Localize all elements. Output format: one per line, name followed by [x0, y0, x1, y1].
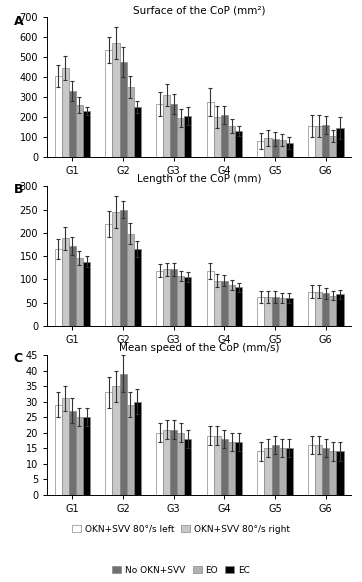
Bar: [105, 392, 113, 495]
Bar: [113, 44, 119, 157]
Bar: [105, 225, 113, 326]
Title: Mean speed of the CoP (mm/s): Mean speed of the CoP (mm/s): [119, 343, 279, 353]
Bar: [184, 116, 191, 157]
Bar: [127, 87, 134, 157]
Bar: [336, 451, 344, 495]
Bar: [286, 448, 293, 495]
Bar: [257, 451, 265, 495]
Bar: [170, 430, 177, 495]
Bar: [279, 140, 286, 157]
Bar: [308, 126, 315, 157]
Bar: [286, 143, 293, 157]
Bar: [265, 448, 272, 495]
Bar: [177, 118, 184, 157]
Bar: [286, 298, 293, 326]
Bar: [235, 288, 242, 326]
Bar: [163, 430, 170, 495]
Bar: [127, 404, 134, 495]
Bar: [83, 111, 90, 157]
Bar: [163, 95, 170, 157]
Bar: [329, 136, 336, 157]
Bar: [55, 404, 62, 495]
Bar: [127, 234, 134, 326]
Text: A: A: [14, 15, 23, 28]
Text: B: B: [14, 183, 23, 197]
Bar: [76, 258, 83, 326]
Bar: [214, 436, 221, 495]
Bar: [55, 249, 62, 326]
Bar: [257, 297, 265, 326]
Bar: [134, 249, 141, 326]
Bar: [184, 439, 191, 495]
Bar: [322, 293, 329, 326]
Bar: [163, 269, 170, 326]
Bar: [113, 212, 119, 326]
Bar: [134, 402, 141, 495]
Bar: [272, 297, 279, 326]
Bar: [184, 277, 191, 326]
Bar: [235, 442, 242, 495]
Bar: [62, 68, 69, 157]
Bar: [207, 436, 214, 495]
Bar: [329, 296, 336, 326]
Bar: [62, 239, 69, 326]
Bar: [119, 374, 127, 495]
Bar: [214, 281, 221, 326]
Bar: [265, 297, 272, 326]
Bar: [221, 115, 228, 157]
Bar: [69, 91, 76, 157]
Bar: [113, 386, 119, 495]
Bar: [228, 285, 235, 326]
Bar: [336, 294, 344, 326]
Bar: [315, 292, 322, 326]
Bar: [315, 126, 322, 157]
Bar: [62, 399, 69, 495]
Title: Surface of the CoP (mm²): Surface of the CoP (mm²): [133, 5, 265, 15]
Bar: [119, 210, 127, 326]
Bar: [272, 445, 279, 495]
Bar: [279, 298, 286, 326]
Bar: [329, 451, 336, 495]
Title: Length of the CoP (mm): Length of the CoP (mm): [137, 174, 261, 184]
Bar: [308, 292, 315, 326]
Bar: [76, 417, 83, 495]
Bar: [336, 128, 344, 157]
Bar: [272, 139, 279, 157]
Bar: [170, 104, 177, 157]
Bar: [83, 262, 90, 326]
Bar: [69, 246, 76, 326]
Bar: [69, 411, 76, 495]
Bar: [228, 442, 235, 495]
Bar: [228, 126, 235, 157]
Bar: [55, 76, 62, 157]
Bar: [170, 269, 177, 326]
Bar: [207, 102, 214, 157]
Bar: [279, 448, 286, 495]
Bar: [207, 271, 214, 326]
Bar: [214, 117, 221, 157]
Bar: [76, 105, 83, 157]
Bar: [322, 125, 329, 157]
Bar: [308, 445, 315, 495]
Bar: [221, 281, 228, 326]
Text: C: C: [14, 352, 23, 365]
Bar: [156, 271, 163, 326]
Bar: [257, 141, 265, 157]
Bar: [105, 51, 113, 157]
Bar: [156, 104, 163, 157]
Bar: [221, 439, 228, 495]
Bar: [265, 138, 272, 157]
Bar: [315, 445, 322, 495]
Bar: [119, 62, 127, 157]
Bar: [156, 432, 163, 495]
Legend: OKN+SVV 80°/s left, OKN+SVV 80°/s right: OKN+SVV 80°/s left, OKN+SVV 80°/s right: [72, 525, 290, 534]
Bar: [134, 107, 141, 157]
Bar: [83, 417, 90, 495]
Legend: No OKN+SVV, EO, EC: No OKN+SVV, EO, EC: [113, 566, 249, 574]
Bar: [235, 131, 242, 157]
Bar: [177, 276, 184, 326]
Bar: [177, 432, 184, 495]
Bar: [322, 448, 329, 495]
